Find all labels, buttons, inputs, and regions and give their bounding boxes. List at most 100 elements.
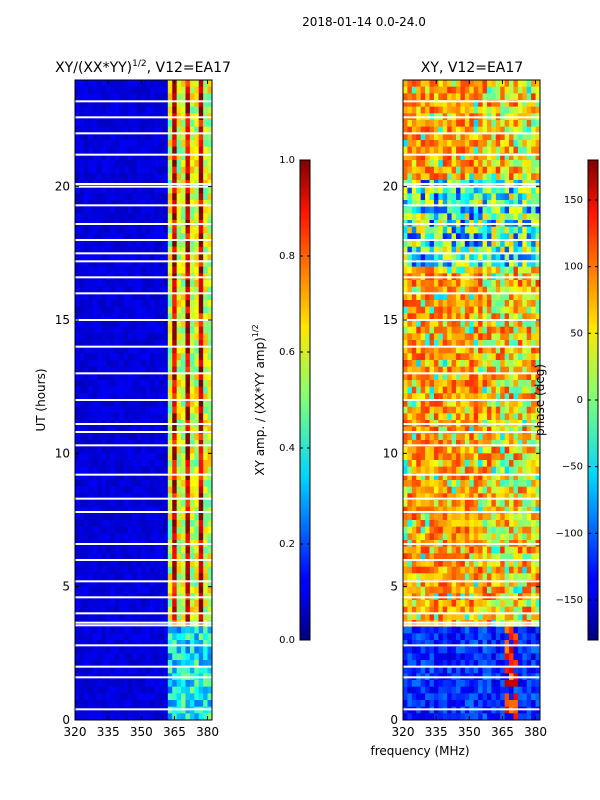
right-heatmap-cell <box>416 93 421 101</box>
right-heatmap-cell <box>535 186 541 194</box>
right-heatmap-cell <box>500 186 505 194</box>
left-heatmap-cell <box>132 560 138 567</box>
left-heatmap-cell <box>110 80 116 87</box>
left-heatmap-cell <box>141 493 147 501</box>
left-heatmap-cell <box>172 600 177 607</box>
left-heatmap-cell <box>176 666 182 674</box>
right-heatmap-cell <box>447 193 452 201</box>
left-heatmap-cell <box>128 493 133 501</box>
left-heatmap-cell <box>114 493 120 501</box>
left-heatmap-cell <box>88 226 93 234</box>
right-heatmap-cell <box>535 353 541 361</box>
right-heatmap-cell <box>403 340 408 347</box>
right-heatmap-cell <box>411 406 417 414</box>
left-heatmap-cell <box>79 646 85 654</box>
left-heatmap-cell <box>132 293 138 301</box>
left-heatmap-cell <box>207 140 213 147</box>
left-heatmap-cell <box>75 633 80 641</box>
right-heatmap-cell <box>464 166 470 174</box>
left-heatmap-cell <box>198 626 204 634</box>
left-heatmap-cell <box>75 300 80 307</box>
right-heatmap-cell <box>447 260 452 267</box>
left-heatmap-cell <box>128 640 133 647</box>
right-heatmap-cell <box>504 460 510 467</box>
left-heatmap-cell <box>158 693 164 701</box>
left-heatmap-cell <box>163 206 169 214</box>
right-heatmap-cell <box>433 486 439 494</box>
right-heatmap-cell <box>535 120 541 127</box>
right-heatmap-cell <box>509 100 514 107</box>
right-heatmap-cell <box>469 300 475 307</box>
left-heatmap-cell <box>163 460 169 467</box>
right-heatmap-cell <box>407 206 413 214</box>
right-heatmap-cell <box>513 460 519 467</box>
right-heatmap-cell <box>509 333 514 341</box>
right-heatmap-cell <box>478 246 483 254</box>
left-heatmap-cell <box>75 586 80 594</box>
right-heatmap-cell <box>500 346 505 354</box>
left-heatmap-cell <box>114 206 120 214</box>
right-heatmap-cell <box>531 353 536 361</box>
left-heatmap-cell <box>83 293 89 301</box>
right-heatmap-cell <box>522 186 528 194</box>
right-heatmap-cell <box>433 320 439 327</box>
left-heatmap-cell <box>150 166 155 174</box>
left-heatmap-cell <box>114 293 120 301</box>
left-heatmap-cell <box>75 700 80 707</box>
left-heatmap-cell <box>194 346 200 354</box>
left-heatmap-cell <box>163 640 169 647</box>
right-heatmap-cell <box>491 173 497 181</box>
left-heatmap-cell <box>141 186 147 194</box>
left-heatmap-cell <box>198 486 204 494</box>
left-heatmap-cell <box>79 353 85 361</box>
left-heatmap-cell <box>185 573 191 581</box>
right-heatmap-cell <box>416 126 421 134</box>
left-heatmap-cell <box>163 306 169 314</box>
right-heatmap-cell <box>504 333 510 341</box>
left-heatmap-cell <box>119 120 124 127</box>
right-heatmap-cell <box>491 340 497 347</box>
left-heatmap-cell <box>163 600 169 607</box>
right-heatmap-cell <box>429 93 435 101</box>
left-heatmap-cell <box>141 580 147 587</box>
right-heatmap-cell <box>403 493 408 501</box>
right-heatmap-cell <box>442 366 448 374</box>
left-heatmap-cell <box>176 200 182 207</box>
left-heatmap-cell <box>114 506 120 514</box>
left-heatmap-cell <box>172 500 177 507</box>
left-heatmap-cell <box>79 140 85 147</box>
right-heatmap-cell <box>460 293 466 301</box>
left-heatmap-cell <box>83 233 89 241</box>
right-heatmap-cell <box>491 286 497 294</box>
left-heatmap-cell <box>189 613 195 621</box>
right-heatmap-cell <box>478 193 483 201</box>
right-heatmap-cell <box>442 240 448 247</box>
right-heatmap-cell <box>478 133 483 141</box>
right-heatmap-cell <box>433 133 439 141</box>
left-heatmap-cell <box>110 613 116 621</box>
right-heatmap-cell <box>491 166 497 174</box>
left-heatmap-cell <box>83 493 89 501</box>
left-heatmap-cell <box>83 353 89 361</box>
left-heatmap-cell <box>92 293 98 301</box>
right-heatmap-cell <box>433 400 439 407</box>
right-heatmap-cell <box>438 486 444 494</box>
left-heatmap-cell <box>203 253 208 261</box>
left-heatmap-cell <box>158 513 164 521</box>
left-heatmap-cell <box>75 166 80 174</box>
right-heatmap-cell <box>491 206 497 214</box>
left-heatmap-cell <box>105 686 111 694</box>
left-heatmap-cell <box>176 653 182 661</box>
left-heatmap-cell <box>92 186 98 194</box>
left-heatmap-cell <box>114 713 120 721</box>
left-heatmap-cell <box>132 200 138 207</box>
left-heatmap-cell <box>114 340 120 347</box>
left-heatmap-cell <box>92 213 98 221</box>
left-heatmap-cell <box>123 480 129 487</box>
left-heatmap-cell <box>88 306 93 314</box>
right-heatmap-cell <box>442 466 448 474</box>
left-heatmap-cell <box>114 86 120 94</box>
right-heatmap-cell <box>482 446 488 454</box>
left-flagged-row <box>75 559 212 561</box>
